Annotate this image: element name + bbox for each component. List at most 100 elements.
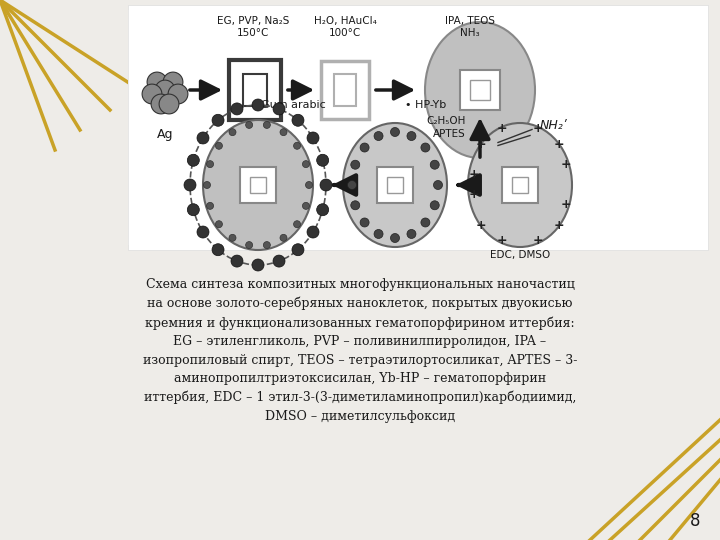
Text: C₂H₅OH
APTES: C₂H₅OH APTES — [427, 116, 466, 139]
Circle shape — [168, 84, 188, 104]
Circle shape — [155, 80, 175, 100]
Circle shape — [294, 142, 300, 149]
Circle shape — [302, 202, 310, 210]
Text: +: + — [497, 234, 507, 247]
Bar — [387, 177, 403, 193]
Circle shape — [252, 259, 264, 271]
Ellipse shape — [203, 120, 313, 250]
Text: +: + — [469, 168, 480, 181]
Circle shape — [212, 244, 224, 256]
Bar — [229, 60, 281, 120]
Bar — [240, 167, 276, 203]
Circle shape — [184, 179, 196, 191]
Bar — [128, 5, 708, 250]
Text: +: + — [497, 123, 507, 136]
Text: +: + — [561, 199, 571, 212]
Text: H₂O, HAuCl₄
100°C: H₂O, HAuCl₄ 100°C — [314, 16, 377, 38]
Circle shape — [246, 122, 253, 129]
Circle shape — [302, 160, 310, 167]
Circle shape — [231, 103, 243, 115]
Circle shape — [390, 233, 400, 242]
Circle shape — [317, 154, 328, 166]
Circle shape — [407, 132, 416, 140]
Circle shape — [307, 132, 319, 144]
Circle shape — [229, 234, 236, 241]
Text: 8: 8 — [690, 512, 700, 530]
Circle shape — [360, 218, 369, 227]
Bar — [243, 74, 267, 106]
Circle shape — [292, 244, 304, 256]
Bar — [512, 177, 528, 193]
Ellipse shape — [468, 123, 572, 247]
Circle shape — [147, 72, 167, 92]
Circle shape — [231, 255, 243, 267]
Text: NH₂ʹ: NH₂ʹ — [540, 119, 567, 132]
Circle shape — [246, 241, 253, 248]
Circle shape — [252, 99, 264, 111]
Circle shape — [431, 160, 439, 169]
Circle shape — [348, 180, 356, 190]
Text: +: + — [533, 123, 544, 136]
Circle shape — [374, 230, 383, 239]
Circle shape — [215, 221, 222, 228]
Text: Gum arabic: Gum arabic — [261, 100, 325, 110]
Bar — [502, 167, 538, 203]
Circle shape — [207, 160, 214, 167]
Circle shape — [421, 143, 430, 152]
Text: Схема синтеза композитных многофункциональных наночастиц
на основе золото-серебр: Схема синтеза композитных многофункциона… — [143, 278, 577, 423]
Circle shape — [197, 226, 209, 238]
Bar — [321, 61, 369, 119]
Circle shape — [264, 122, 270, 129]
Circle shape — [294, 221, 300, 228]
Circle shape — [197, 132, 209, 144]
Text: +: + — [561, 159, 571, 172]
Circle shape — [280, 234, 287, 241]
Text: EDC, DMSO: EDC, DMSO — [490, 250, 550, 260]
Circle shape — [207, 202, 214, 210]
Circle shape — [280, 129, 287, 136]
Circle shape — [421, 218, 430, 227]
Circle shape — [317, 204, 328, 215]
Bar — [377, 167, 413, 203]
Circle shape — [229, 129, 236, 136]
Text: IPA, TEOS
NH₃: IPA, TEOS NH₃ — [445, 16, 495, 38]
Circle shape — [215, 142, 222, 149]
Text: EG, PVP, Na₂S
150°C: EG, PVP, Na₂S 150°C — [217, 16, 289, 38]
Text: +: + — [554, 219, 564, 232]
Circle shape — [142, 84, 162, 104]
Circle shape — [187, 154, 199, 166]
Circle shape — [273, 255, 285, 267]
Circle shape — [292, 114, 304, 126]
Bar — [460, 70, 500, 110]
Circle shape — [212, 114, 224, 126]
Text: +: + — [469, 188, 480, 201]
Circle shape — [374, 132, 383, 140]
Circle shape — [151, 94, 171, 114]
Ellipse shape — [425, 22, 535, 158]
Circle shape — [360, 143, 369, 152]
Text: +: + — [533, 234, 544, 247]
Circle shape — [407, 230, 416, 239]
Text: • HP-Yb: • HP-Yb — [405, 100, 446, 110]
Circle shape — [433, 180, 443, 190]
Circle shape — [187, 204, 199, 215]
Circle shape — [264, 241, 270, 248]
Bar — [250, 177, 266, 193]
Circle shape — [351, 160, 360, 169]
Circle shape — [273, 103, 285, 115]
Bar — [470, 80, 490, 100]
Text: Ag: Ag — [157, 128, 174, 141]
Circle shape — [431, 201, 439, 210]
Text: +: + — [476, 219, 486, 232]
Circle shape — [307, 226, 319, 238]
Text: +: + — [476, 138, 486, 151]
Circle shape — [159, 94, 179, 114]
Circle shape — [390, 127, 400, 137]
Circle shape — [351, 201, 360, 210]
Ellipse shape — [343, 123, 447, 247]
Circle shape — [305, 181, 312, 188]
Circle shape — [204, 181, 210, 188]
Circle shape — [163, 72, 183, 92]
Text: +: + — [554, 138, 564, 151]
Bar — [128, 10, 708, 245]
